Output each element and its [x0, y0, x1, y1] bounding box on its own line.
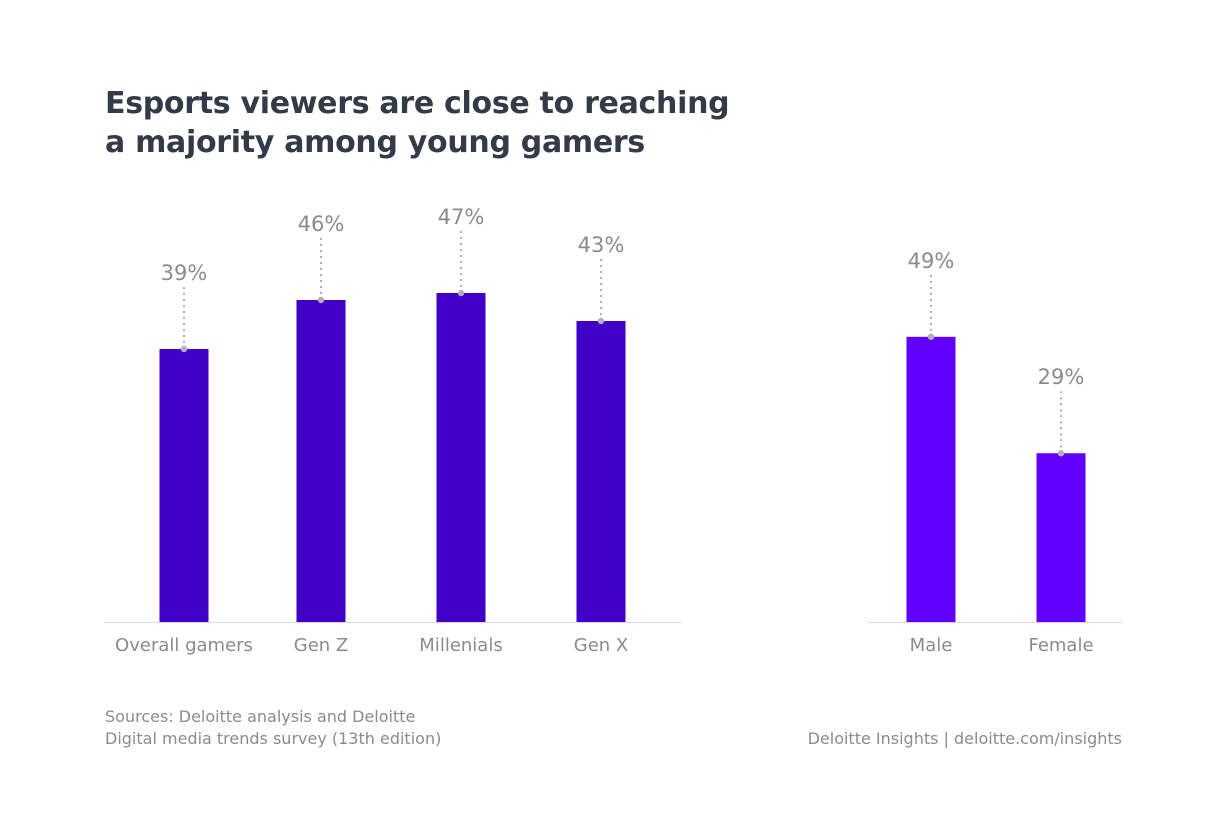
bar-male — [906, 336, 956, 622]
bar-female — [1036, 453, 1086, 622]
title-line-2: a majority among young gamers — [105, 125, 645, 160]
leader-dot — [180, 345, 188, 353]
value-label: 43% — [578, 233, 625, 257]
chart-title: Esports viewers are close to reaching a … — [105, 84, 730, 162]
sources-line-1: Sources: Deloitte analysis and Deloitte — [105, 707, 416, 726]
title-line-1: Esports viewers are close to reaching — [105, 86, 730, 121]
leader-dot — [597, 317, 605, 325]
category-label: Male — [910, 635, 953, 656]
category-label: Millenials — [419, 635, 502, 656]
leader-dot — [1057, 450, 1065, 457]
value-label: 39% — [161, 261, 208, 285]
bar-millenials — [436, 293, 486, 622]
bar-gen-x — [576, 321, 626, 622]
bar-gen-z — [296, 300, 346, 622]
leader-dot — [317, 296, 325, 304]
value-label: 47% — [438, 205, 485, 229]
value-label: 49% — [908, 249, 955, 273]
bar-overall-gamers — [159, 349, 209, 622]
value-label: 29% — [1038, 365, 1085, 389]
category-label: Gen Z — [294, 635, 348, 656]
leader-dot — [927, 333, 935, 341]
value-label: 46% — [298, 212, 345, 236]
leader-dot — [457, 289, 465, 297]
category-label: Overall gamers — [115, 635, 253, 656]
category-label: Female — [1028, 635, 1093, 656]
sources-note: Sources: Deloitte analysis and Deloitte … — [105, 706, 441, 750]
category-label: Gen X — [574, 635, 628, 656]
credit-note: Deloitte Insights | deloitte.com/insight… — [807, 729, 1122, 748]
sources-line-2: Digital media trends survey (13th editio… — [105, 729, 442, 748]
